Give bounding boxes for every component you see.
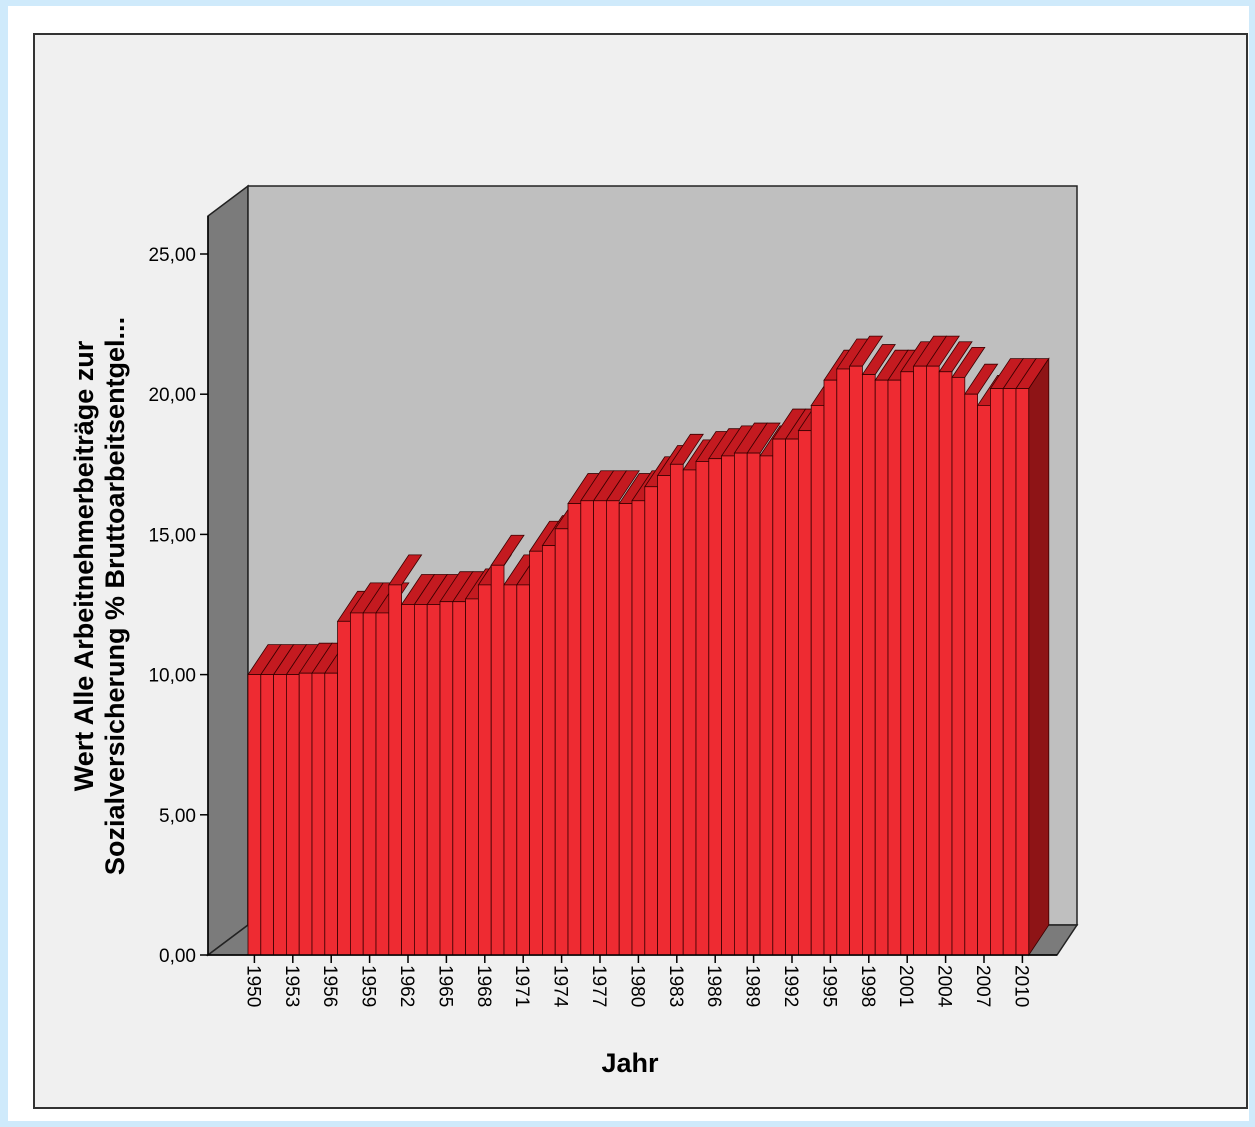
bar-1974 [554, 528, 569, 956]
bar-1999 [874, 379, 889, 956]
bar-1997 [849, 365, 863, 956]
x-tick-label-1971: 1971 [511, 965, 532, 1007]
bar-2006 [964, 393, 978, 956]
bar-1993 [798, 430, 812, 956]
bar-2009 [1002, 388, 1017, 956]
x-tick-label-1980: 1980 [626, 965, 647, 1007]
x-axis-title: Jahr [601, 1048, 659, 1078]
bar-1991 [772, 438, 786, 956]
bar-1954 [298, 672, 313, 956]
bar-1972 [529, 550, 543, 956]
x-tick-label-1977: 1977 [588, 965, 609, 1007]
x-tick-label-1992: 1992 [780, 965, 801, 1007]
y-axis-title-line-1: Wert Alle Arbeitnehmerbeiträge zur [69, 340, 99, 791]
bar-1959 [362, 612, 377, 956]
bar-1963 [413, 604, 428, 956]
bar-2008 [990, 388, 1004, 956]
bar-1960 [375, 612, 390, 956]
bar-1970 [503, 584, 518, 956]
y-axis-title-line-2: Sozialversicherung % Bruttoarbeitsentgel… [100, 317, 130, 875]
x-tick-label-1995: 1995 [818, 965, 839, 1007]
bar-1961 [388, 584, 402, 956]
bar-2002 [913, 365, 927, 956]
x-tick-label-1965: 1965 [434, 965, 455, 1007]
y-tick-label-1: 5,00 [159, 806, 196, 827]
y-axis: 0,00 5,00 10,00 15,00 20,00 25,00 [148, 216, 209, 967]
bar-1953 [285, 674, 300, 956]
bar-1996 [836, 368, 850, 956]
x-tick-label-1950: 1950 [242, 965, 263, 1007]
bar-2004 [938, 371, 953, 956]
x-tick-label-2010: 2010 [1010, 965, 1031, 1007]
bar-1983 [670, 463, 684, 956]
x-tick-label-1953: 1953 [281, 965, 302, 1007]
left-wall [207, 184, 249, 957]
bar-1973 [542, 545, 556, 956]
x-tick-label-1989: 1989 [742, 965, 763, 1007]
bar-1966 [452, 601, 466, 956]
x-tick-label-2001: 2001 [895, 965, 916, 1007]
bar-1986 [708, 458, 722, 956]
bar-1988 [734, 452, 748, 956]
bar-1952 [273, 674, 287, 956]
bar-1971 [516, 584, 530, 956]
x-tick-label-1983: 1983 [665, 965, 686, 1007]
chart-frame: 0,00 5,00 10,00 15,00 20,00 25,00 1950 1953 195… [8, 6, 1249, 1121]
bar-1968 [477, 584, 492, 956]
bar-2010 [1015, 388, 1030, 956]
x-tick-label-1959: 1959 [358, 965, 379, 1007]
bar-1967 [465, 598, 479, 956]
bar-1981 [644, 486, 658, 956]
bar-1998 [862, 374, 876, 956]
bar-1985 [695, 461, 710, 956]
bar-1990 [759, 455, 774, 956]
bar-1995 [823, 379, 838, 956]
bar-2007 [977, 405, 991, 956]
bar-1956 [324, 672, 338, 956]
bar-1980 [631, 500, 646, 956]
bar-1962 [401, 604, 415, 956]
bar-1977 [593, 500, 607, 956]
y-tick-label-0: 0,00 [159, 946, 196, 967]
y-tick-label-2: 10,00 [148, 666, 196, 687]
x-tick-label-2007: 2007 [972, 965, 993, 1007]
bar-1951 [260, 674, 275, 956]
bar-1992 [785, 438, 799, 956]
bar-1975 [567, 503, 582, 956]
bar-1969 [490, 564, 505, 956]
x-tick-label-1998: 1998 [857, 965, 878, 1007]
x-tick-label-2004: 2004 [934, 965, 955, 1008]
bar-1989 [746, 452, 761, 956]
y-tick-label-3: 15,00 [148, 525, 196, 546]
bar-2000 [887, 379, 902, 956]
bar-2001 [900, 371, 914, 956]
bar-2005 [951, 376, 966, 956]
bar-side-last [1028, 357, 1050, 957]
bar-1955 [311, 672, 326, 956]
x-tick-label-1956: 1956 [319, 965, 340, 1007]
x-axis: 1950 1953 1956 1959 1962 1965 1968 1971 1974 1977… [208, 954, 1057, 1008]
y-tick-label-4: 20,00 [148, 385, 196, 406]
x-tick-label-1962: 1962 [396, 965, 417, 1007]
x-tick-label-1986: 1986 [703, 965, 724, 1007]
y-tick-label-5: 25,00 [148, 245, 196, 266]
bar-1965 [439, 601, 454, 956]
bar-2003 [926, 365, 940, 956]
x-tick-label-1968: 1968 [473, 965, 494, 1007]
bars-group [247, 335, 1050, 957]
bar-1957 [337, 620, 351, 956]
bar-1994 [810, 405, 825, 956]
bar-1979 [618, 503, 633, 956]
bar-1984 [682, 469, 697, 956]
bar-1950 [247, 674, 262, 956]
bar-1987 [721, 455, 735, 956]
bar-1978 [606, 500, 620, 956]
bar-1982 [657, 475, 671, 956]
x-tick-label-1974: 1974 [550, 965, 571, 1008]
bar-1976 [580, 500, 594, 956]
bar-1964 [426, 604, 441, 956]
bar-1958 [349, 612, 364, 956]
